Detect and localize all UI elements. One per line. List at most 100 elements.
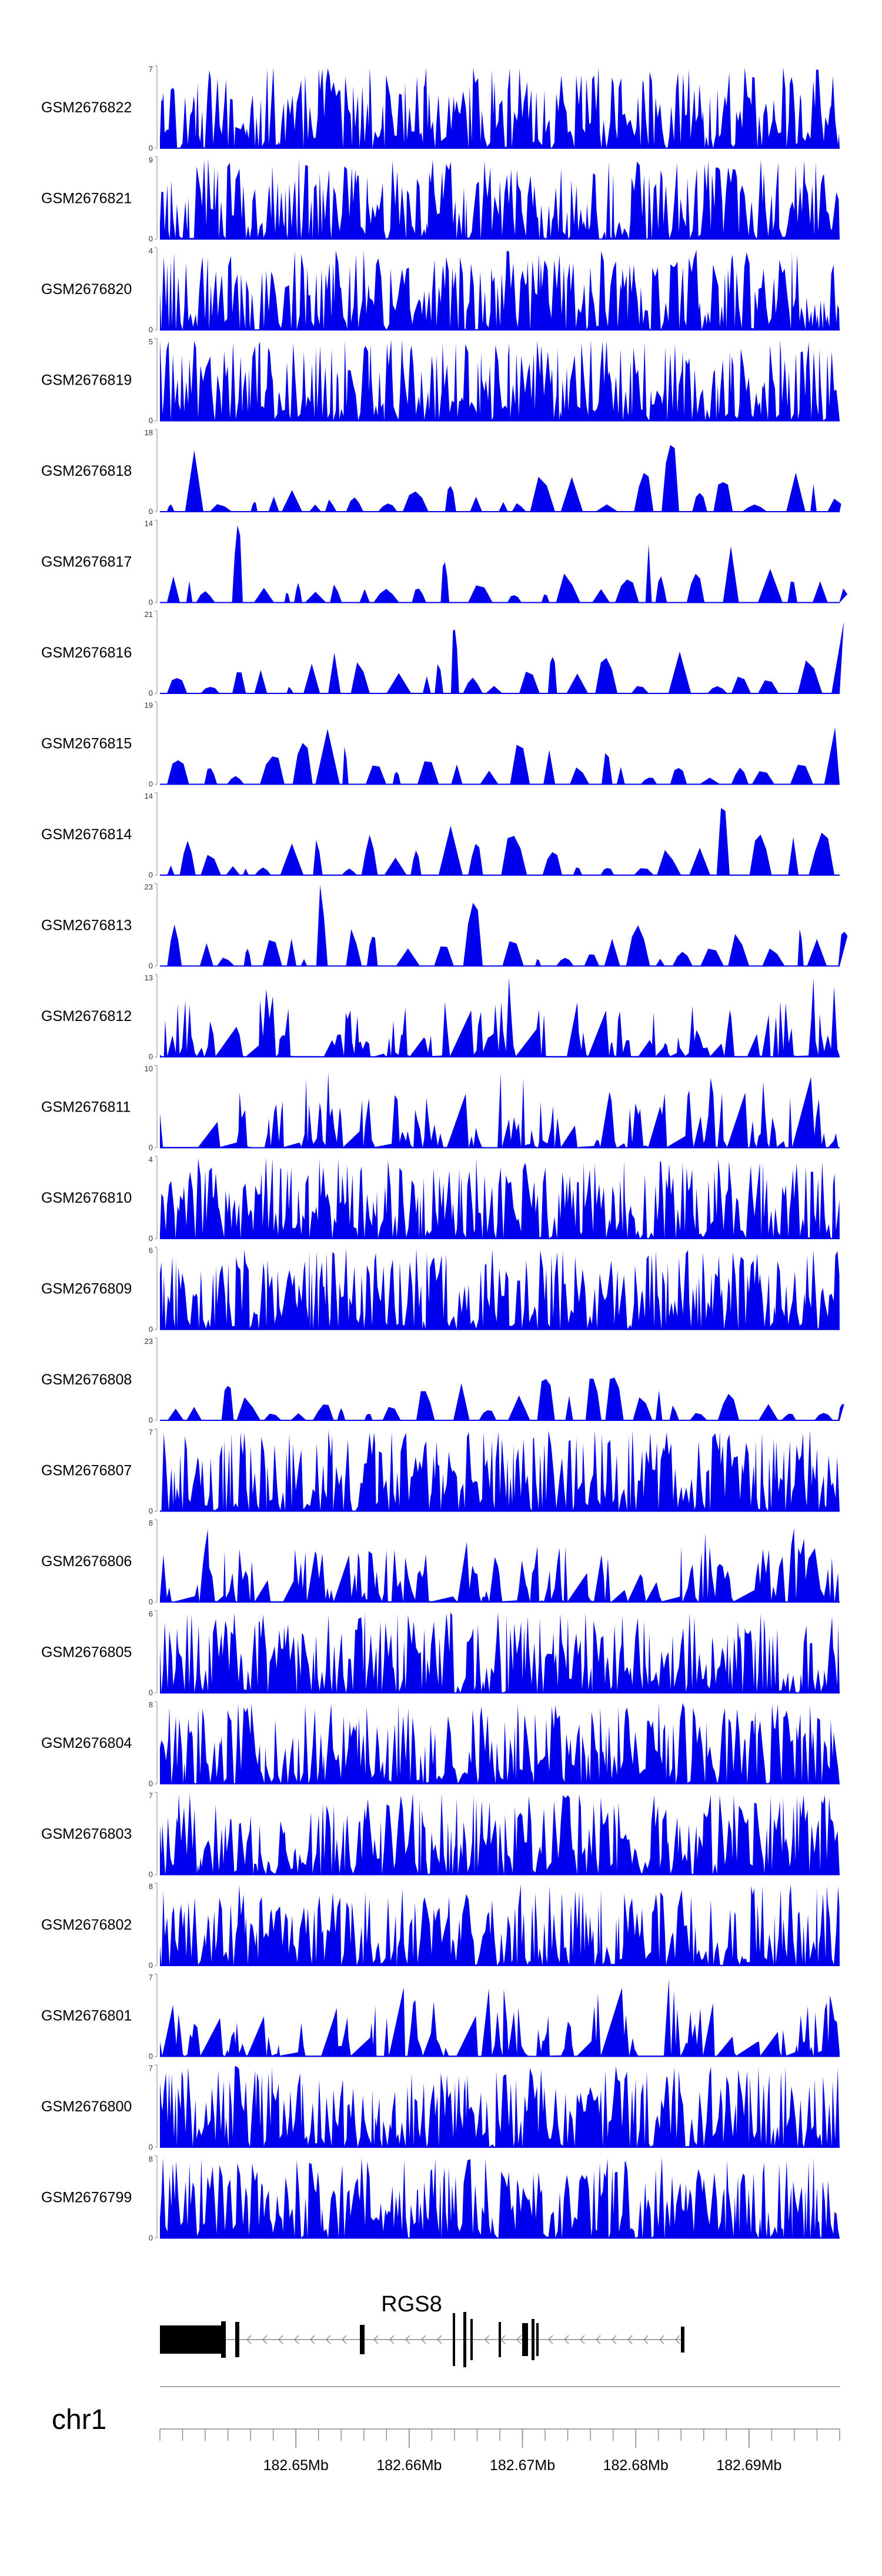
y-axis-min-label: 0 [149,1597,153,1606]
coverage-area [160,621,844,693]
gene-name-label: RGS8 [381,2292,442,2317]
track-GSM2676815: GSM2676815 19 0 [41,701,840,789]
y-axis-min-label: 0 [149,416,153,425]
y-axis-max-label: 7 [149,1428,153,1437]
y-axis-min-label: 0 [149,2052,153,2061]
y-axis-max-label: 14 [145,519,153,528]
strand-arrow-icon [246,2335,252,2344]
track-label: GSM2676816 [41,645,132,661]
coverage-area [160,1528,840,1602]
gene-exon [235,2322,239,2357]
y-axis-min-label: 0 [149,1961,153,1970]
strand-arrow-icon [310,2335,315,2344]
coverage-area [160,728,840,785]
gene-exon [522,2323,528,2356]
track-label: GSM2676814 [41,826,132,843]
y-axis-min-label: 0 [149,598,153,607]
gene-exon [463,2312,466,2367]
y-axis-max-label: 7 [149,1791,153,1800]
track-GSM2676799: GSM2676799 8 0 [41,2155,840,2243]
strand-arrow-icon [596,2335,601,2344]
y-axis-min-label: 0 [149,1416,153,1424]
track-label: GSM2676822 [41,99,132,116]
y-axis-max-label: 4 [149,246,153,255]
y-axis-min-label: 0 [149,1689,153,1697]
track-label: GSM2676799 [41,2190,132,2206]
y-axis-min-label: 0 [149,235,153,243]
track-label: GSM2676815 [41,736,132,752]
y-axis-max-label: 5 [149,338,153,346]
track-GSM2676822: GSM2676822 7 0 [41,65,840,152]
strand-arrow-icon [659,2335,664,2344]
coverage-area [160,1072,840,1148]
track-label: GSM2676805 [41,1644,132,1661]
coverage-tracks: GSM267682270GSM267682190GSM267682040GSM2… [41,65,848,2243]
track-label: GSM2676817 [41,554,132,570]
y-axis-min-label: 0 [149,1870,153,1879]
y-axis-max-label: 18 [145,428,153,437]
strand-arrow-icon [421,2335,426,2344]
y-axis-min-label: 0 [149,870,153,879]
y-axis-max-label: 6 [149,1610,153,1619]
track-label: GSM2676810 [41,1190,132,1206]
track-label: GSM2676808 [41,1372,132,1388]
strand-arrow-icon [294,2335,299,2344]
y-axis-max-label: 13 [145,973,153,982]
coverage-area [160,1157,840,1239]
track-GSM2676802: GSM2676802 8 0 [41,1882,840,1970]
strand-arrow-icon [675,2335,680,2344]
y-axis-min-label: 0 [149,1234,153,1243]
coverage-area [160,339,840,421]
strand-arrow-icon [485,2335,490,2344]
y-axis-min-label: 0 [149,1779,153,1788]
track-label: GSM2676812 [41,1008,132,1025]
track-GSM2676814: GSM2676814 14 0 [41,792,840,879]
track-label: GSM2676819 [41,372,132,389]
y-axis-max-label: 21 [145,610,153,619]
y-axis-min-label: 0 [149,507,153,516]
y-axis-min-label: 0 [149,1143,153,1152]
track-label: GSM2676800 [41,2098,132,2115]
y-axis-min-label: 0 [149,2234,153,2243]
strand-arrow-icon [580,2335,585,2344]
strand-arrow-icon [516,2335,522,2344]
track-label: GSM2676809 [41,1281,132,1297]
y-axis-max-label: 7 [149,65,153,74]
track-GSM2676818: GSM2676818 18 0 [41,428,841,516]
y-axis-max-label: 9 [149,156,153,165]
coverage-area [160,885,848,966]
track-label: GSM2676802 [41,1917,132,1933]
strand-arrow-icon [627,2335,633,2344]
strand-arrow-icon [437,2335,442,2344]
track-GSM2676800: GSM2676800 7 0 [41,2064,840,2151]
track-GSM2676809: GSM2676809 6 0 [41,1246,840,1334]
tick-label: 182.66Mb [376,2457,442,2474]
coverage-area [160,977,840,1057]
y-axis-max-label: 23 [145,883,153,892]
track-label: GSM2676818 [41,463,132,479]
strand-arrow-icon [405,2335,410,2344]
y-axis-max-label: 7 [149,2064,153,2073]
gene-utr-exon [160,2325,223,2354]
y-axis-max-label: 8 [149,1519,153,1527]
tick-label: 182.67Mb [490,2457,555,2474]
track-GSM2676816: GSM2676816 21 0 [41,610,844,698]
track-label: GSM2676811 [41,1099,131,1116]
coverage-area [160,445,841,512]
coverage-area [160,1611,840,1693]
gene-exon [681,2327,684,2353]
coverage-area [160,1793,840,1875]
coverage-area [160,1979,840,2057]
coverage-area [160,1703,840,1784]
y-axis-max-label: 19 [145,701,153,710]
track-GSM2676801: GSM2676801 7 0 [41,1973,840,2061]
track-label: GSM2676803 [41,1826,132,1843]
track-GSM2676812: GSM2676812 13 0 [41,973,840,1061]
track-GSM2676810: GSM2676810 4 0 [41,1155,840,1243]
track-GSM2676813: GSM2676813 23 0 [41,883,848,970]
gene-exon [453,2313,455,2366]
y-axis-min-label: 0 [149,689,153,698]
track-GSM2676806: GSM2676806 8 0 [41,1519,840,1606]
y-axis-min-label: 0 [149,1325,153,1334]
track-GSM2676811: GSM2676811 10 0 [41,1065,840,1152]
